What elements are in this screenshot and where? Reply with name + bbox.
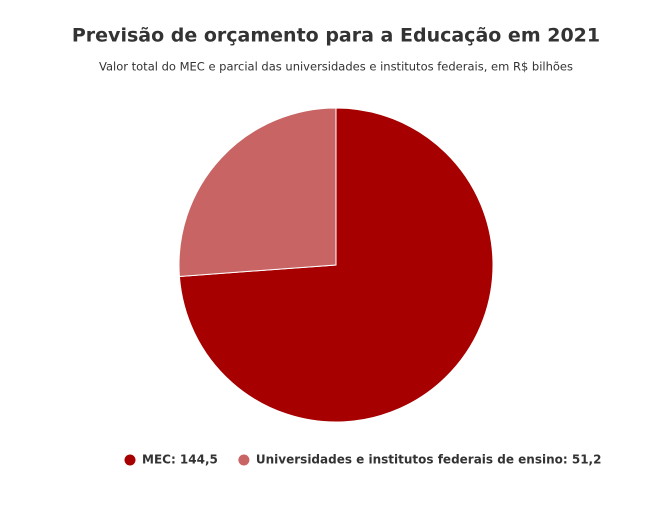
chart-subtitle: Valor total do MEC e parcial das univers… <box>99 60 573 74</box>
legend-label: Universidades e institutos federais de e… <box>256 453 602 467</box>
legend-marker <box>238 454 250 466</box>
chart-title: Previsão de orçamento para a Educação em… <box>72 25 600 47</box>
legend-marker <box>124 454 136 466</box>
legend-label: MEC: 144,5 <box>142 453 218 467</box>
pie-slice <box>178 107 337 277</box>
